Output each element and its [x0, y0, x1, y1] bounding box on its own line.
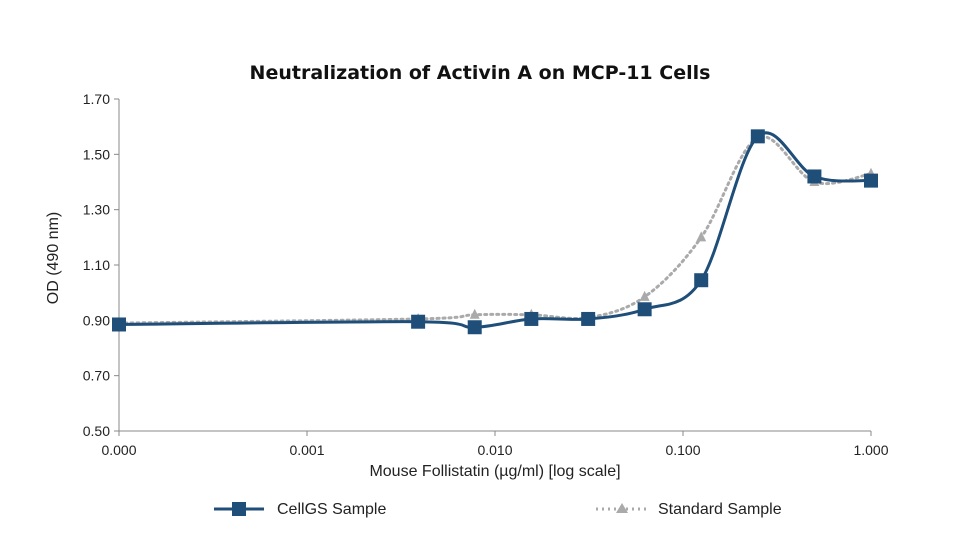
data-point-cellgs	[411, 314, 426, 329]
data-point-cellgs	[807, 169, 822, 184]
series-line-standard	[117, 135, 873, 325]
y-axis-label: OD (490 nm)	[45, 212, 62, 304]
x-tick-group: 0.000 0.001 0.010 0.100 1.000	[101, 431, 889, 458]
y-tick-label: 1.30	[83, 202, 110, 218]
x-tick-label: 0.000	[101, 442, 136, 458]
plot-area	[112, 129, 878, 335]
x-tick-label: 0.100	[665, 442, 700, 458]
x-tick-label: 1.000	[853, 442, 888, 458]
data-point-cellgs	[637, 302, 652, 317]
axes	[118, 99, 871, 432]
data-point-standard	[696, 231, 707, 242]
data-point-standard	[469, 308, 480, 319]
y-tick-label: 1.70	[83, 91, 110, 107]
x-tick-label: 0.010	[477, 442, 512, 458]
y-tick-label: 0.70	[83, 368, 110, 384]
x-tick-label: 0.001	[289, 442, 324, 458]
y-tick-label: 0.50	[83, 423, 110, 439]
series-line-cellgs	[118, 131, 872, 329]
data-point-cellgs	[694, 273, 709, 288]
chart-title: Neutralization of Activin A on MCP-11 Ce…	[250, 62, 711, 84]
data-point-cellgs	[524, 311, 539, 326]
x-axis-label: Mouse Follistatin (µg/ml) [log scale]	[369, 463, 620, 480]
data-point-standard	[639, 290, 650, 301]
data-point-cellgs	[750, 129, 765, 144]
legend: CellGS Sample Standard Sample	[214, 501, 782, 518]
y-tick-label: 1.50	[83, 146, 110, 162]
data-point-cellgs	[581, 311, 596, 326]
legend-cellgs-marker	[232, 502, 246, 516]
y-tick-group: 0.50 0.70 0.90 1.10 1.30 1.50 1.70	[83, 91, 119, 439]
data-point-cellgs	[864, 173, 878, 188]
y-tick-label: 1.10	[83, 257, 110, 273]
data-point-cellgs	[112, 317, 126, 332]
legend-standard-marker	[616, 503, 628, 513]
legend-standard-label: Standard Sample	[658, 501, 782, 518]
y-tick-label: 0.90	[83, 312, 110, 328]
data-point-cellgs	[467, 320, 482, 335]
legend-cellgs-label: CellGS Sample	[277, 501, 386, 518]
